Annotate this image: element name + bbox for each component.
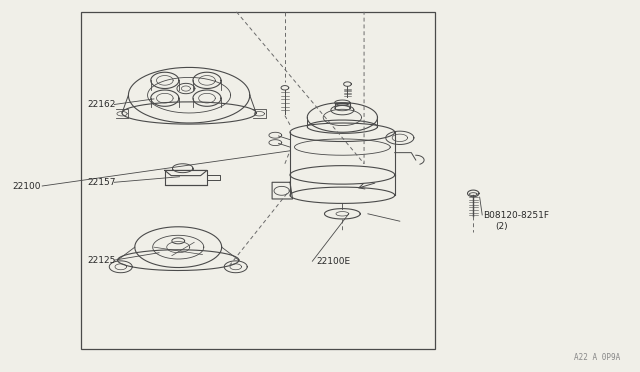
Bar (81, 12, 435, 349)
Text: B08120-8251F: B08120-8251F (483, 211, 549, 220)
Text: 22100E: 22100E (317, 257, 351, 266)
Text: 22125: 22125 (87, 256, 115, 264)
Text: 22157: 22157 (87, 178, 115, 187)
Text: A22 A 0P9A: A22 A 0P9A (574, 353, 620, 362)
Text: 22100: 22100 (12, 182, 41, 190)
Text: (2): (2) (495, 222, 508, 231)
Text: 22162: 22162 (87, 100, 115, 109)
